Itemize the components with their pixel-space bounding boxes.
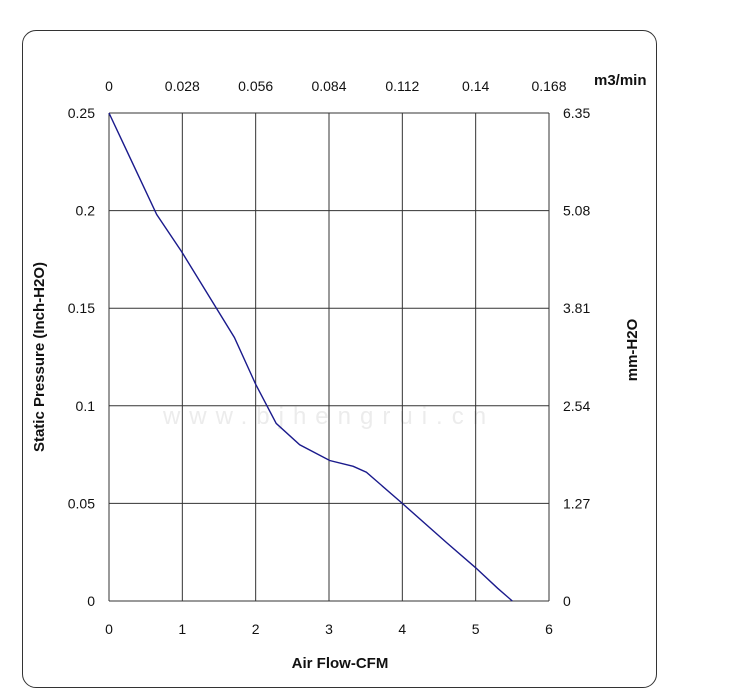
y-tick-label: 0.05 — [68, 495, 95, 511]
x-axis-label: Air Flow-CFM — [292, 655, 389, 672]
y-tick-label: 0.25 — [68, 105, 95, 121]
y2-tick-label: 1.27 — [563, 495, 590, 511]
series-line — [108, 112, 513, 602]
x2-tick-label: 0.084 — [311, 78, 346, 94]
x2-tick-label: 0.112 — [385, 78, 419, 94]
chart-card — [22, 30, 657, 688]
y2-axis-label: mm-H2O — [624, 318, 641, 381]
x-tick-label: 0 — [105, 621, 113, 637]
x2-tick-label: 0.14 — [462, 78, 489, 94]
y2-tick-label: 0 — [563, 593, 571, 609]
y-tick-label: 0 — [87, 593, 95, 609]
x-tick-label: 6 — [545, 621, 553, 637]
x2-axis-label: m3/min — [594, 72, 647, 89]
x-tick-label: 3 — [325, 621, 333, 637]
x2-tick-label: 0.056 — [238, 78, 273, 94]
y-tick-label: 0.2 — [76, 203, 96, 219]
x2-tick-label: 0.168 — [531, 78, 566, 94]
x-tick-label: 1 — [178, 621, 186, 637]
y2-tick-label: 6.35 — [563, 105, 590, 121]
y2-tick-label: 2.54 — [563, 398, 590, 414]
x-tick-label: 4 — [398, 621, 406, 637]
x-tick-label: 2 — [252, 621, 260, 637]
y2-tick-label: 3.81 — [563, 300, 590, 316]
y-tick-label: 0.15 — [68, 300, 95, 316]
y-tick-label: 0.1 — [76, 398, 96, 414]
x-tick-label: 5 — [472, 621, 480, 637]
watermark-url: www.bjhengrui.cn — [162, 403, 495, 430]
x2-tick-label: 0 — [105, 78, 113, 94]
y2-tick-label: 5.08 — [563, 203, 590, 219]
x2-tick-label: 0.028 — [165, 78, 200, 94]
y-axis-label: Static Pressure (Inch-H2O) — [31, 262, 48, 452]
